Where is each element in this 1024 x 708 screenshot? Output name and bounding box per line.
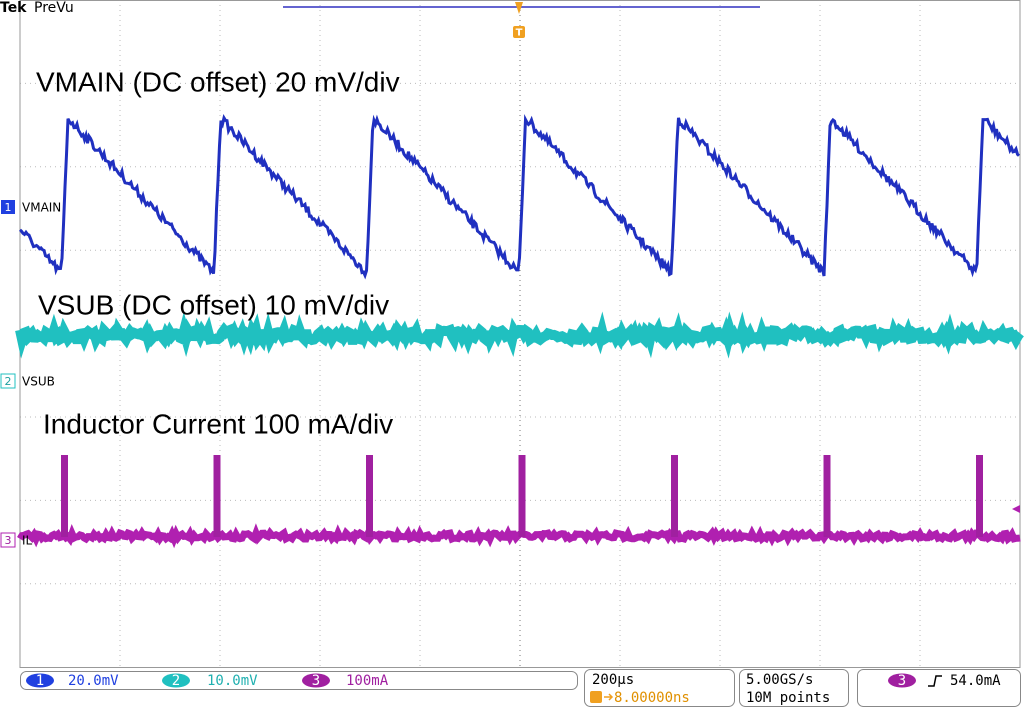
ch3-badge-number: 3 <box>312 673 320 689</box>
ch3-marker <box>0 532 16 548</box>
il-pulse <box>671 455 678 537</box>
trigger-arrow <box>515 2 523 14</box>
ch1-badge-number: 1 <box>36 673 44 689</box>
ch1-label: VMAIN <box>22 201 61 215</box>
annotation: Inductor Current 100 mA/div <box>43 408 393 439</box>
ch1-scale: 20.0mV <box>68 673 119 689</box>
trigger-source-badge <box>888 673 916 688</box>
il-pulse <box>823 455 831 537</box>
ch2-label: VSUB <box>22 375 55 389</box>
ch3-badge <box>302 673 330 688</box>
vmain-trace <box>18 113 1021 280</box>
ch2-marker-number: 2 <box>5 375 12 388</box>
vsub-trace <box>15 311 1024 359</box>
mode: PreVu <box>34 0 74 16</box>
ch2-badge-number: 2 <box>172 673 180 689</box>
vertical-status-box <box>20 671 578 690</box>
annotation: VSUB (DC offset) 10 mV/div <box>38 289 389 320</box>
il-pulse <box>976 455 983 537</box>
trigger-position-marker <box>513 26 525 38</box>
il-pulse <box>518 455 526 537</box>
ch3-scale: 100mA <box>346 673 389 689</box>
ch3-label: IL <box>22 534 33 548</box>
rising-edge-icon <box>928 675 942 687</box>
ch2-marker <box>0 373 16 389</box>
ch1-badge <box>26 673 54 688</box>
delay-arrow <box>604 693 614 701</box>
delay-icon <box>590 691 602 703</box>
brand: Tek <box>0 0 27 16</box>
annotation: VMAIN (DC offset) 20 mV/div <box>36 66 400 97</box>
il-pulse <box>61 455 68 537</box>
ch2-badge <box>162 673 190 688</box>
trigger-marker-label: T <box>516 28 523 39</box>
ch1-marker <box>1 200 15 214</box>
trigger-level-marker <box>1012 505 1020 513</box>
trigger-level: 54.0mA <box>950 673 1001 689</box>
il-pulse <box>213 455 221 537</box>
timebase: 200µs <box>592 672 634 688</box>
horizontal-status-box <box>584 669 735 707</box>
ch3-marker-number: 3 <box>5 534 12 547</box>
sample-rate: 5.00GS/s <box>746 672 813 688</box>
il-pulse <box>366 455 373 537</box>
waveforms <box>15 113 1024 549</box>
trigger-source: 3 <box>898 673 906 689</box>
trigger-delay: 8.00000ns <box>614 690 690 706</box>
ch2-scale: 10.0mV <box>207 673 258 689</box>
record-length: 10M points <box>746 690 830 706</box>
ch1-marker-number: 1 <box>5 201 12 214</box>
acquisition-status-box <box>739 669 849 707</box>
